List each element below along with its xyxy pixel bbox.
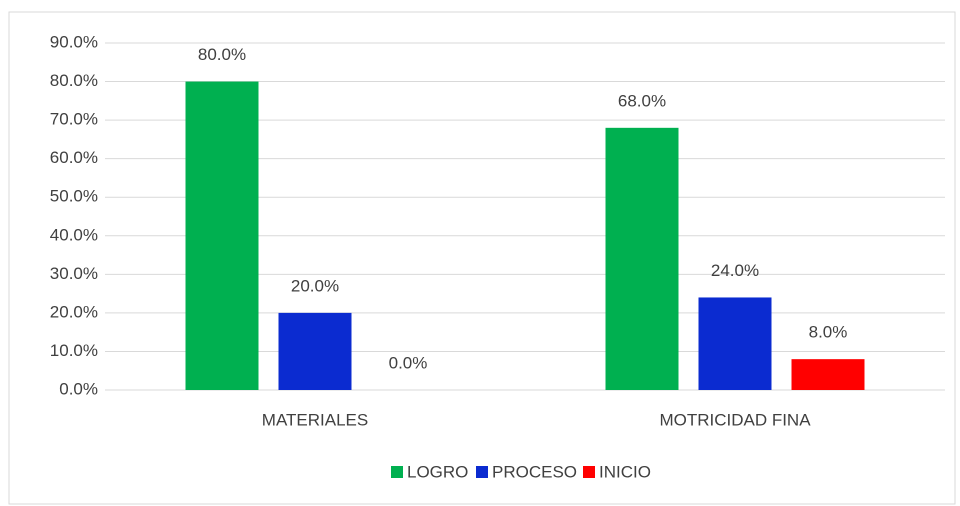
value-label: 24.0% — [711, 261, 759, 280]
y-tick-label: 20.0% — [50, 302, 98, 321]
value-label: 68.0% — [618, 91, 666, 110]
value-label: 80.0% — [198, 45, 246, 64]
y-tick-label: 60.0% — [50, 148, 98, 167]
bar — [791, 359, 865, 390]
y-tick-label: 30.0% — [50, 264, 98, 283]
bar — [278, 312, 352, 390]
chart-border — [8, 11, 956, 505]
value-label: 0.0% — [389, 353, 428, 372]
bar — [698, 297, 772, 390]
legend-swatch — [476, 466, 488, 478]
y-tick-label: 70.0% — [50, 110, 98, 129]
legend-label: INICIO — [599, 462, 651, 481]
bar — [185, 81, 259, 391]
legend-swatch — [583, 466, 595, 478]
legend-label: PROCESO — [492, 462, 577, 481]
y-tick-label: 10.0% — [50, 341, 98, 360]
y-tick-label: 80.0% — [50, 71, 98, 90]
value-label: 20.0% — [291, 276, 339, 295]
legend-swatch — [391, 466, 403, 478]
y-tick-label: 0.0% — [59, 379, 98, 398]
x-tick-label: MATERIALES — [262, 410, 368, 429]
y-tick-label: 90.0% — [50, 32, 98, 51]
y-tick-label: 40.0% — [50, 225, 98, 244]
x-tick-label: MOTRICIDAD FINA — [659, 410, 811, 429]
y-tick-label: 50.0% — [50, 187, 98, 206]
legend-label: LOGRO — [407, 462, 468, 481]
value-label: 8.0% — [809, 323, 848, 342]
bar — [605, 127, 679, 391]
